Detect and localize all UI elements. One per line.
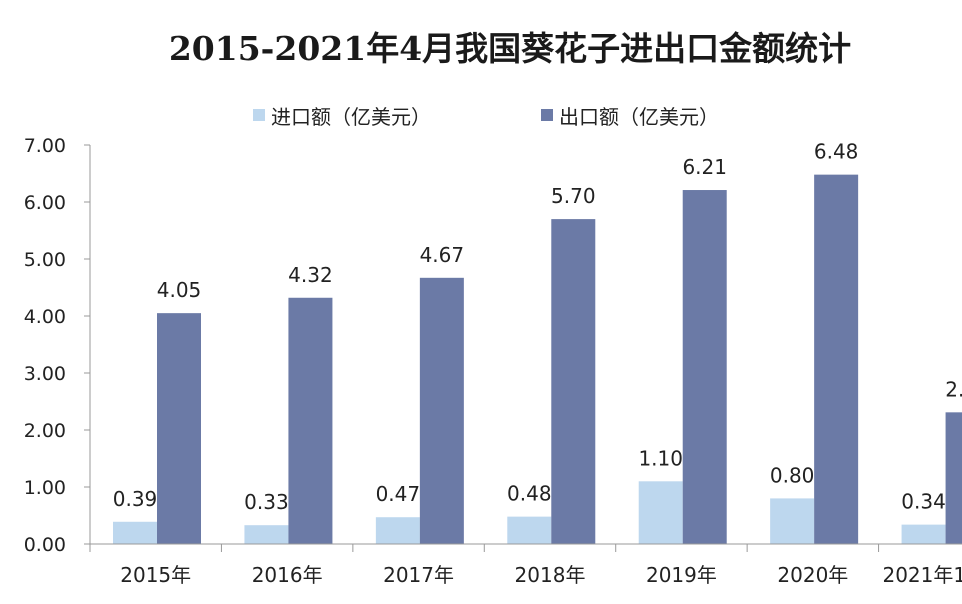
data-label-export: 2.31	[945, 377, 962, 401]
bar-import	[507, 516, 552, 544]
bar-import	[901, 524, 946, 544]
bar-import	[770, 498, 815, 544]
legend-item-import: 进口额（亿美元）	[253, 105, 431, 129]
x-tick-label: 2017年	[383, 563, 454, 587]
data-label-export: 5.70	[551, 184, 596, 208]
data-label-import: 1.10	[638, 446, 683, 470]
x-tick-label: 2015年	[120, 563, 191, 587]
y-tick-label: 1.00	[24, 477, 66, 499]
data-label-import: 0.33	[244, 490, 289, 514]
legend-label-export: 出口额（亿美元）	[559, 105, 719, 129]
legend-label-import: 进口额（亿美元）	[271, 105, 431, 129]
legend: 进口额（亿美元） 出口额（亿美元）	[253, 105, 719, 129]
legend-item-export: 出口额（亿美元）	[541, 105, 719, 129]
data-label-export: 6.21	[682, 155, 727, 179]
bar-export	[551, 219, 596, 544]
data-label-import: 0.48	[507, 482, 552, 506]
y-tick-label: 6.00	[24, 192, 66, 214]
chart-title: 2015-2021年4月我国葵花子进出口金额统计	[169, 29, 851, 68]
y-tick-label: 3.00	[24, 363, 66, 385]
x-axis: 2015年 2016年 2017年 2018年 2019年 2020年 2021年1-4月	[89, 543, 962, 587]
bar-import	[375, 517, 420, 544]
bar-export	[157, 313, 201, 544]
y-tick-label: 5.00	[24, 249, 66, 271]
x-tick-label: 2018年	[515, 563, 586, 587]
data-label-import: 0.34	[901, 490, 946, 514]
y-tick-label: 0.00	[24, 534, 66, 556]
bar-import	[113, 521, 157, 544]
legend-swatch-import	[253, 109, 265, 121]
bar-export	[945, 412, 962, 544]
y-tick-label: 4.00	[24, 306, 66, 328]
data-label-export: 4.05	[157, 278, 202, 302]
bar-export	[288, 297, 333, 544]
bar-series	[113, 174, 962, 544]
data-labels: 0.39 4.05 0.33 4.32 0.47 4.67 0.48 5.70 1.10 6.21…	[113, 140, 962, 515]
bar-export	[814, 174, 859, 544]
data-label-import: 0.47	[376, 482, 421, 506]
y-tick-label: 7.00	[24, 135, 66, 157]
x-tick-label: 2016年	[252, 563, 323, 587]
y-axis: 0.00 1.00 2.00 3.00 4.00 5.00 6.00 7.00	[24, 135, 91, 556]
bar-export	[682, 190, 727, 544]
bar-import	[638, 481, 683, 544]
x-tick-label: 2019年	[646, 563, 717, 587]
x-tick-label: 2021年1-4月	[882, 563, 962, 587]
data-label-export: 6.48	[814, 140, 859, 164]
data-label-export: 4.32	[288, 263, 333, 287]
bar-export	[419, 277, 464, 544]
legend-swatch-export	[541, 109, 553, 121]
y-tick-label: 2.00	[24, 420, 66, 442]
x-tick-label: 2020年	[777, 563, 848, 587]
bar-import	[244, 525, 289, 544]
data-label-export: 4.67	[420, 243, 465, 267]
data-label-import: 0.39	[113, 487, 158, 511]
data-label-import: 0.80	[770, 463, 815, 487]
